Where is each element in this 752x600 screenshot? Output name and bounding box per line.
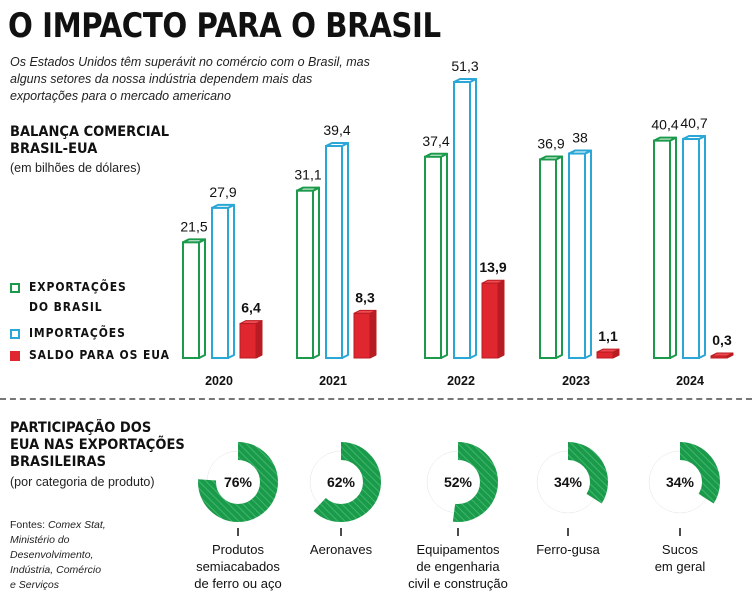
balance-title-line2: BRASIL-EUA [10, 141, 98, 157]
donut-1 [198, 442, 278, 522]
bar-value-label: 21,5 [180, 218, 207, 234]
sources-line1: Comex Stat, [47, 519, 106, 531]
sources-note: Fontes: Comex Stat, Ministério do Desenv… [10, 518, 106, 593]
bar-2022-exports [424, 152, 448, 359]
donut-category-label: semiacabados [196, 559, 280, 574]
bar-2020-exports [182, 238, 206, 359]
bar-value-label: 40,7 [680, 115, 707, 131]
share-title-line2: EUA NAS EXPORTAÇÕES [10, 437, 185, 453]
bar-value-label: 6,4 [241, 300, 261, 316]
bar-2024-balance [710, 352, 734, 359]
legend-imports: IMPORTAÇÕES [10, 326, 137, 343]
sources-line3: Desenvolvimento, [10, 549, 94, 561]
sources-prefix: Fontes: [10, 519, 46, 531]
donut-arc [640, 442, 720, 522]
legend-imports-swatch [10, 329, 20, 339]
legend-balance-swatch [10, 351, 20, 361]
year-axis-label: 2020 [205, 374, 233, 388]
bar-value-label: 8,3 [355, 289, 375, 305]
share-section-title: PARTICIPAÇÃO DOS EUA NAS EXPORTAÇÕES BRA… [10, 420, 185, 471]
legend-exports-swatch [10, 283, 20, 293]
balance-bar-chart: 21,5 27,9 6,4 2020 31,1 39,4 8,3 2021 37,4 51,3 13… [180, 58, 734, 388]
sources-line4: Indústria, Comércio [10, 564, 102, 576]
bar-2021-balance [353, 309, 377, 359]
bar-2021-imports [325, 142, 349, 359]
donut-arc [301, 442, 381, 522]
bar-value-label: 27,9 [209, 184, 236, 200]
bar-value-label: 40,4 [651, 117, 678, 133]
donut-percent-label: 34% [554, 474, 583, 490]
bar-2023-exports [539, 155, 563, 359]
sources-line2: Ministério do [10, 534, 70, 546]
legend-exports-label-line2: DO BRASIL [29, 300, 103, 314]
section-divider [0, 398, 752, 400]
bar-2020-imports [211, 203, 235, 359]
year-axis-label: 2023 [562, 374, 590, 388]
year-axis-label: 2021 [319, 374, 347, 388]
share-title-line1: PARTICIPAÇÃO DOS [10, 420, 152, 436]
donut-category-label: de engenharia [416, 559, 500, 574]
balance-section-title: BALANÇA COMERCIAL BRASIL-EUA [10, 124, 169, 158]
legend-imports-label: IMPORTAÇÕES [29, 326, 126, 340]
sources-line5: e Serviços [10, 579, 60, 591]
bar-value-label: 0,3 [712, 332, 732, 348]
donut-percent-label: 34% [666, 474, 695, 490]
bar-value-label: 13,9 [479, 259, 506, 275]
legend-exports-label-line1: EXPORTAÇÕES [29, 280, 127, 294]
bar-2022-balance [481, 279, 505, 359]
share-donut-chart: 76% Produtos semiacabados de ferro ou aço 62… [194, 442, 720, 591]
donut-arc [198, 442, 278, 522]
legend-exports: EXPORTAÇÕES DO BRASIL [10, 280, 138, 317]
donut-category-label: Produtos [212, 542, 265, 557]
donut-category-label: Ferro-gusa [536, 542, 600, 557]
donut-category-label: em geral [655, 559, 706, 574]
year-axis-label: 2024 [676, 374, 704, 388]
legend-balance: SALDO PARA OS EUA [10, 348, 185, 365]
donut-category-label: Aeronaves [310, 542, 373, 557]
bar-2023-balance [596, 348, 620, 359]
page-title: O IMPACTO PARA O BRASIL [8, 6, 441, 46]
legend-balance-label: SALDO PARA OS EUA [29, 348, 170, 362]
bar-value-label: 37,4 [422, 133, 449, 149]
page-subtitle: Os Estados Unidos têm superávit no comér… [10, 55, 370, 103]
donut-percent-label: 76% [224, 474, 253, 490]
share-title-line3: BRASILEIRAS [10, 454, 106, 470]
share-unit-note: (por categoria de produto) [10, 475, 155, 489]
donut-category-label: civil e construção [408, 576, 508, 591]
donut-arc [418, 442, 498, 522]
bar-2020-balance [239, 320, 263, 359]
bar-value-label: 38 [572, 130, 588, 146]
donut-4 [528, 442, 608, 522]
donut-percent-label: 62% [327, 474, 356, 490]
balance-unit-note: (em bilhões de dólares) [10, 161, 141, 175]
donut-category-label: Sucos [662, 542, 699, 557]
donut-5 [640, 442, 720, 522]
bar-2023-imports [568, 149, 592, 359]
balance-title-line1: BALANÇA COMERCIAL [10, 124, 170, 140]
donut-3 [418, 442, 498, 522]
bar-value-label: 1,1 [598, 328, 618, 344]
bar-2024-imports [682, 135, 706, 359]
donut-category-label: Equipamentos [416, 542, 500, 557]
bar-value-label: 36,9 [537, 135, 564, 151]
bar-value-label: 39,4 [323, 122, 350, 138]
bar-2021-exports [296, 186, 320, 359]
bar-2022-imports [453, 78, 477, 359]
bar-2024-exports [653, 136, 677, 359]
donut-2 [301, 442, 381, 522]
bar-value-label: 51,3 [451, 58, 478, 74]
bar-value-label: 31,1 [294, 167, 321, 183]
year-axis-label: 2022 [447, 374, 475, 388]
donut-arc [528, 442, 608, 522]
donut-percent-label: 52% [444, 474, 473, 490]
donut-category-label: de ferro ou aço [194, 576, 281, 591]
